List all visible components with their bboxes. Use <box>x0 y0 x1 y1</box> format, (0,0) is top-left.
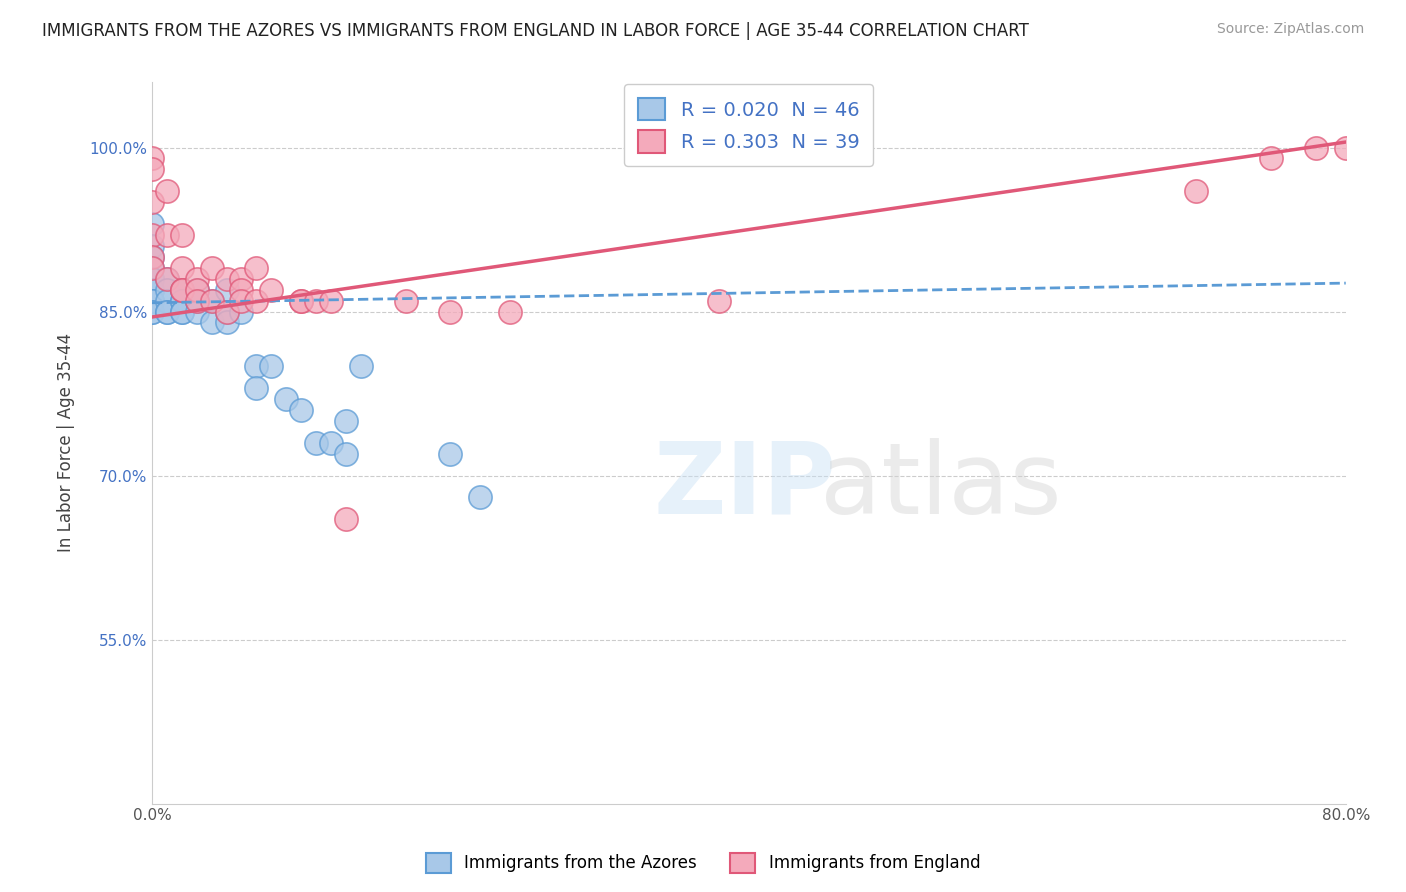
Point <box>1185 184 1208 198</box>
Point <box>141 293 163 308</box>
Point <box>290 403 312 417</box>
Point <box>319 293 342 308</box>
Text: ZIP: ZIP <box>654 438 837 534</box>
Point <box>170 283 193 297</box>
Text: Source: ZipAtlas.com: Source: ZipAtlas.com <box>1216 22 1364 37</box>
Point <box>170 304 193 318</box>
Point <box>290 293 312 308</box>
Point <box>170 283 193 297</box>
Point <box>335 447 357 461</box>
Text: atlas: atlas <box>821 438 1062 534</box>
Point <box>439 304 461 318</box>
Point <box>470 491 492 505</box>
Point <box>499 304 522 318</box>
Point <box>231 283 253 297</box>
Point <box>141 304 163 318</box>
Point <box>141 260 163 275</box>
Point <box>141 260 163 275</box>
Point <box>186 271 208 285</box>
Y-axis label: In Labor Force | Age 35-44: In Labor Force | Age 35-44 <box>58 334 75 552</box>
Point <box>231 271 253 285</box>
Point <box>186 293 208 308</box>
Point <box>170 283 193 297</box>
Point <box>245 359 267 374</box>
Point <box>215 271 238 285</box>
Point <box>141 250 163 264</box>
Point <box>245 381 267 395</box>
Text: IMMIGRANTS FROM THE AZORES VS IMMIGRANTS FROM ENGLAND IN LABOR FORCE | AGE 35-44: IMMIGRANTS FROM THE AZORES VS IMMIGRANTS… <box>42 22 1029 40</box>
Point <box>141 304 163 318</box>
Point <box>186 283 208 297</box>
Point <box>201 260 224 275</box>
Point <box>141 152 163 166</box>
Point <box>231 293 253 308</box>
Point <box>156 227 179 242</box>
Point <box>141 271 163 285</box>
Point <box>439 447 461 461</box>
Point <box>141 283 163 297</box>
Point <box>170 293 193 308</box>
Point <box>156 184 179 198</box>
Point <box>1305 140 1327 154</box>
Point <box>186 304 208 318</box>
Point <box>141 293 163 308</box>
Point <box>276 392 298 406</box>
Point <box>141 271 163 285</box>
Point <box>156 271 179 285</box>
Point <box>186 293 208 308</box>
Point <box>260 359 283 374</box>
Point <box>245 293 267 308</box>
Point <box>156 271 179 285</box>
Point <box>170 293 193 308</box>
Point <box>350 359 373 374</box>
Point <box>215 304 238 318</box>
Point <box>141 217 163 231</box>
Point <box>170 227 193 242</box>
Point <box>186 293 208 308</box>
Point <box>186 283 208 297</box>
Point <box>201 293 224 308</box>
Point <box>394 293 416 308</box>
Point <box>231 304 253 318</box>
Point <box>141 250 163 264</box>
Point <box>305 293 328 308</box>
Point <box>201 293 224 308</box>
Point <box>170 304 193 318</box>
Point <box>215 304 238 318</box>
Point <box>201 316 224 330</box>
Point <box>707 293 730 308</box>
Point <box>170 283 193 297</box>
Point <box>1260 152 1282 166</box>
Point <box>245 260 267 275</box>
Point <box>156 283 179 297</box>
Point <box>290 293 312 308</box>
Point <box>215 316 238 330</box>
Point <box>156 304 179 318</box>
Legend: Immigrants from the Azores, Immigrants from England: Immigrants from the Azores, Immigrants f… <box>419 847 987 880</box>
Point <box>141 162 163 177</box>
Point <box>260 283 283 297</box>
Point <box>141 195 163 210</box>
Legend: R = 0.020  N = 46, R = 0.303  N = 39: R = 0.020 N = 46, R = 0.303 N = 39 <box>624 85 873 166</box>
Point <box>141 293 163 308</box>
Point <box>141 227 163 242</box>
Point <box>335 414 357 428</box>
Point <box>215 283 238 297</box>
Point <box>141 239 163 253</box>
Point <box>141 283 163 297</box>
Point <box>305 435 328 450</box>
Point <box>156 304 179 318</box>
Point <box>319 435 342 450</box>
Point <box>335 512 357 526</box>
Point <box>1334 140 1357 154</box>
Point <box>170 260 193 275</box>
Point <box>156 293 179 308</box>
